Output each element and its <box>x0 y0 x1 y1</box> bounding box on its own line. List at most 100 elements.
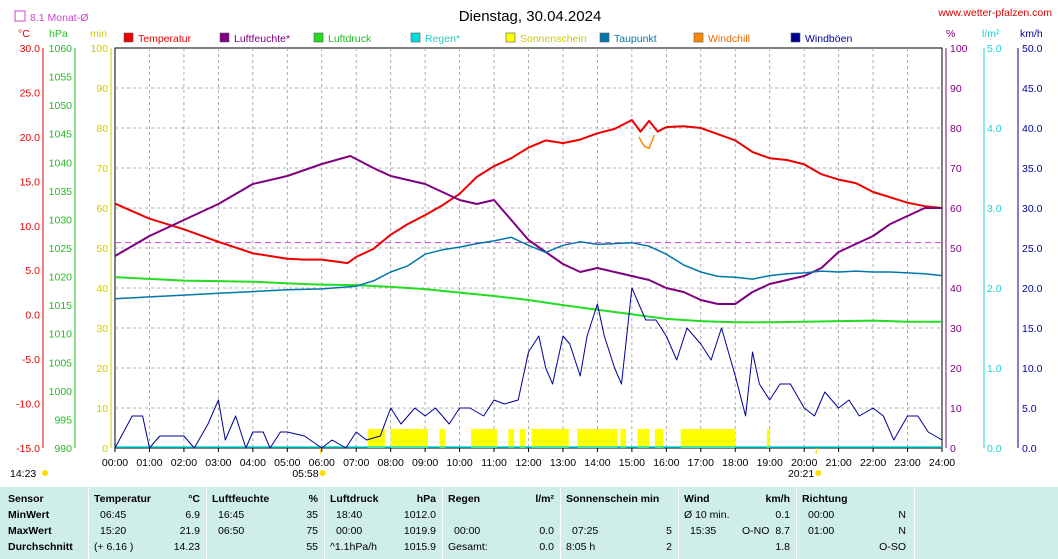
min-press-time: 18:40 <box>336 509 363 521</box>
sunshine-bar <box>620 429 627 448</box>
sunshine-bar <box>577 429 618 448</box>
x-tick-label: 19:00 <box>757 457 783 469</box>
min-hum-value: 35 <box>306 509 318 521</box>
wind-tick-label: 25.0 <box>1022 243 1043 255</box>
plot-area <box>114 119 943 449</box>
legend-swatch <box>313 32 324 43</box>
wind-tick-label: 10.0 <box>1022 363 1043 375</box>
wind-unit-label: km/h <box>1020 28 1043 40</box>
max-press-value: 1019.9 <box>403 525 436 537</box>
wind-tick-label: 40.0 <box>1022 123 1043 135</box>
max-hum-value: 75 <box>306 525 318 537</box>
wind-tick-label: 45.0 <box>1022 83 1043 95</box>
series-line <box>114 236 943 300</box>
max-sun-value: 5 <box>666 525 672 537</box>
sunshine-bar <box>519 429 526 448</box>
humidity-tick-label: 0 <box>950 443 956 455</box>
header-rain: Regen <box>448 493 481 505</box>
header-wind: Wind <box>684 493 710 505</box>
x-tick-label: 00:00 <box>102 457 128 469</box>
axis-unit-labels: °C hPa min% l/m² km/h <box>18 28 1043 40</box>
temperature-tick-label: 10.0 <box>20 221 41 233</box>
current-time-label: 14:23 <box>10 468 36 480</box>
total-sun-hours: 8:05 h <box>566 541 596 553</box>
x-tick-label: 23:00 <box>894 457 920 469</box>
min-press-value: 1012.0 <box>403 509 436 521</box>
x-tick-label: 06:00 <box>309 457 335 469</box>
x-tick-label: 08:00 <box>378 457 404 469</box>
max-press-time: 00:00 <box>336 525 363 537</box>
rain-tick-label: 5.0 <box>987 43 1002 55</box>
header-humidity: Luftfeuchte <box>212 493 270 505</box>
sunshine-tick-label: 10 <box>96 403 108 415</box>
website-link[interactable]: www.wetter-pfalzen.com <box>937 7 1052 19</box>
sunshine-bar <box>508 429 515 448</box>
pressure-tick-label: 1005 <box>49 357 73 369</box>
chart-legend: Temperatur Luftfeuchte* Luftdruck Regen* Son… <box>123 32 852 45</box>
humidity-tick-label: 60 <box>950 203 962 215</box>
sunshine-tick-label: 0 <box>102 443 108 455</box>
sunshine-unit-label: min <box>90 28 107 40</box>
humidity-tick-label: 50 <box>950 243 962 255</box>
pressure-tick-label: 1015 <box>49 300 73 312</box>
x-tick-label: 24:00 <box>929 457 955 469</box>
legend-swatch <box>505 32 516 43</box>
x-tick-label: 20:00 <box>791 457 817 469</box>
min-temp-value: 6.9 <box>185 509 200 521</box>
humidity-tick-label: 40 <box>950 283 962 295</box>
sunshine-bar <box>439 429 446 448</box>
pressure-tick-label: 1055 <box>49 72 73 84</box>
row-label-min: MinWert <box>8 509 50 521</box>
x-tick-label: 14:00 <box>584 457 610 469</box>
avg-wind-value: 1.8 <box>775 541 790 553</box>
legend-label: Regen* <box>425 33 460 45</box>
sunshine-bar <box>471 429 497 448</box>
sun-icon <box>42 470 48 476</box>
x-tick-label: 15:00 <box>619 457 645 469</box>
row-label-avg: Durchschnitt <box>8 541 73 553</box>
header-humidity-unit: % <box>308 493 318 505</box>
header-direction: Richtung <box>802 493 848 505</box>
header-temperature: Temperatur <box>94 493 151 505</box>
temperature-tick-label: 20.0 <box>20 132 41 144</box>
legend-label: Windchill <box>708 33 750 45</box>
sunshine-tick-label: 50 <box>96 243 108 255</box>
max-wind-direction: O-NO <box>742 525 770 537</box>
temperature-tick-label: -15.0 <box>16 443 40 455</box>
pressure-tick-label: 995 <box>54 414 72 426</box>
max-dir-time: 01:00 <box>808 525 835 537</box>
temperature-tick-label: -5.0 <box>22 354 40 366</box>
header-sensor: Sensor <box>8 493 44 505</box>
sunshine-tick-label: 100 <box>90 43 108 55</box>
rain-unit-label: l/m² <box>982 28 1000 40</box>
avg-hum-value: 55 <box>306 541 318 553</box>
sun-icon <box>319 470 326 476</box>
x-tick-label: 02:00 <box>171 457 197 469</box>
sunshine-bar <box>637 429 650 448</box>
pressure-tick-label: 1035 <box>49 186 73 198</box>
legend-label: Luftfeuchte* <box>234 33 290 45</box>
x-tick-label: 01:00 <box>136 457 162 469</box>
stats-table: Sensor Temperatur °C Luftfeuchte % Luftd… <box>0 487 1058 559</box>
legend-swatch <box>123 32 134 43</box>
header-temperature-unit: °C <box>188 493 200 505</box>
wind-tick-label: 5.0 <box>1022 403 1037 415</box>
legend-swatch <box>410 32 421 43</box>
pressure-tick-label: 1050 <box>49 100 73 112</box>
header-pressure-unit: hPa <box>416 493 436 505</box>
pressure-tick-label: 1010 <box>49 329 73 341</box>
wind-tick-label: 30.0 <box>1022 203 1043 215</box>
sunshine-tick-label: 30 <box>96 323 108 335</box>
legend-label: Temperatur <box>138 33 192 45</box>
max-wind-time: 15:35 <box>690 525 717 537</box>
x-tick-label: 18:00 <box>722 457 748 469</box>
x-tick-label: 21:00 <box>825 457 851 469</box>
avg-press-trend: ^1.1hPa/h <box>330 541 377 553</box>
x-tick-label: 17:00 <box>688 457 714 469</box>
avg-press-value: 1015.9 <box>403 541 436 553</box>
max-hum-time: 06:50 <box>218 525 245 537</box>
row-label-max: MaxWert <box>8 525 52 537</box>
weather-chart: Dienstag, 30.04.2024 www.wetter-pfalzen.… <box>10 7 1052 480</box>
max-dir-value: N <box>898 525 906 537</box>
max-temp-value: 21.9 <box>179 525 200 537</box>
